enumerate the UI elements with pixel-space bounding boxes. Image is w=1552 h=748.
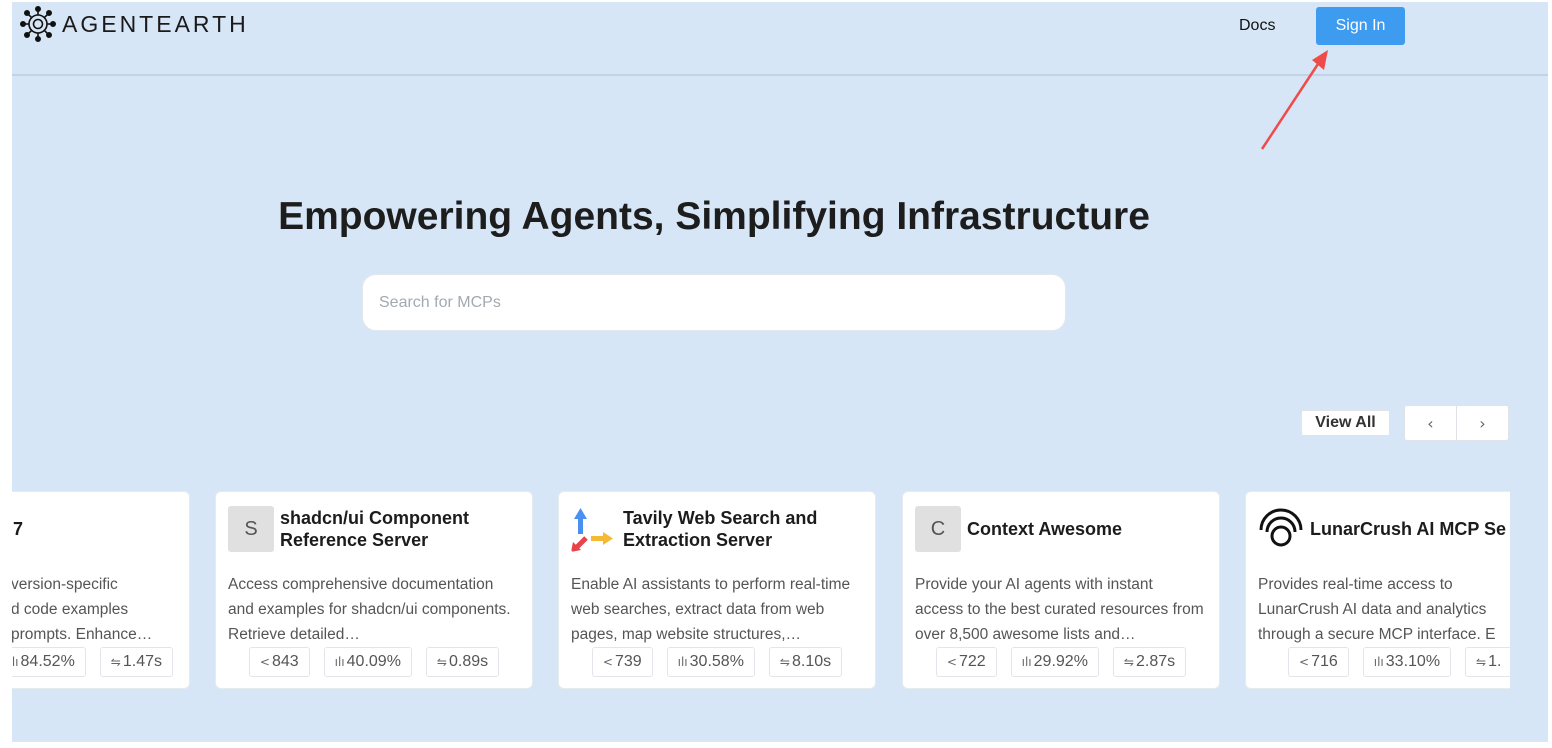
card-header: Tavily Web Search and Extraction Server — [571, 504, 865, 554]
share-icon: < — [946, 655, 957, 669]
stat-success: ılı84.52% — [12, 647, 86, 677]
card-description: Provide your AI agents with instant acce… — [915, 576, 1204, 643]
card-header: LunarCrush AI MCP Se — [1258, 504, 1510, 554]
mcp-card[interactable]: 7 version-specific d code examples promp… — [12, 491, 190, 689]
stat-success-value: 33.10% — [1385, 653, 1441, 670]
sign-in-button[interactable]: Sign In — [1316, 7, 1405, 45]
search-input[interactable] — [362, 274, 1066, 331]
stat-calls: <843 — [248, 647, 310, 677]
share-icon: < — [1299, 655, 1310, 669]
page: AGENTEARTH Docs Sign In Empowering Agent… — [12, 2, 1548, 742]
stat-latency: ⇋ 2.87s — [1112, 647, 1187, 677]
card-letter-icon: S — [228, 506, 274, 552]
mcp-card-carousel: 7 version-specific d code examples promp… — [12, 491, 1510, 691]
bar-chart-icon: ılı — [677, 655, 688, 669]
bar-chart-icon: ılı — [1373, 655, 1384, 669]
card-header: S shadcn/ui Component Reference Server — [228, 504, 522, 554]
card-stats: <843 ılı 40.09% ⇋ 0.89s — [216, 647, 532, 679]
view-all-button[interactable]: View All — [1301, 410, 1390, 436]
stat-latency-value: 8.10s — [791, 653, 832, 670]
stat-success-value: 29.92% — [1033, 653, 1088, 670]
stat-latency-value: 1. — [1488, 653, 1502, 670]
tavily-logo-icon — [571, 508, 613, 552]
mcp-card[interactable]: LunarCrush AI MCP Se Provides real-time … — [1245, 491, 1510, 689]
stat-success-value: 30.58% — [689, 653, 744, 670]
brand-name: AGENTEARTH — [62, 10, 249, 37]
stat-success: ılı 40.09% — [323, 647, 412, 677]
share-icon: < — [259, 655, 270, 669]
stat-latency: ⇋ 1. — [1465, 647, 1510, 677]
stat-latency: ⇋ 1.47s — [99, 647, 173, 677]
bar-chart-icon: ılı — [334, 655, 345, 669]
card-description: Enable AI assistants to perform real-tim… — [571, 576, 851, 643]
stat-calls: <716 — [1288, 647, 1349, 677]
card-title: LunarCrush AI MCP Se — [1310, 519, 1507, 539]
stat-calls-value: 739 — [614, 653, 642, 670]
header: AGENTEARTH Docs Sign In — [12, 2, 1548, 76]
card-description: version-specific d code examples prompts… — [12, 576, 153, 643]
stat-calls-value: 716 — [1311, 653, 1338, 670]
card-letter-icon: C — [915, 506, 961, 552]
prev-arrow-icon[interactable]: ‹ — [1405, 406, 1456, 440]
stat-calls-value: 843 — [271, 653, 299, 670]
stat-calls: <739 — [591, 647, 653, 677]
share-icon: < — [602, 655, 613, 669]
stat-success-value: 84.52% — [20, 653, 75, 670]
stat-latency: ⇋ 8.10s — [768, 647, 843, 677]
stat-success: ılı 30.58% — [666, 647, 755, 677]
carousel-pager: ‹ › — [1404, 405, 1509, 441]
card-header: 7 — [13, 504, 179, 554]
swap-icon: ⇋ — [779, 655, 790, 669]
stat-success: ılı 33.10% — [1362, 647, 1452, 677]
next-arrow-icon[interactable]: › — [1456, 406, 1508, 440]
card-stats: <716 ılı 33.10% ⇋ 1. — [1246, 647, 1510, 679]
stat-calls: <722 — [935, 647, 997, 677]
stat-success: ılı 29.92% — [1010, 647, 1099, 677]
lunarcrush-logo-icon — [1259, 508, 1303, 547]
stat-latency: ⇋ 0.89s — [425, 647, 500, 677]
card-title: shadcn/ui Component Reference Server — [280, 508, 469, 550]
card-title: 7 — [13, 519, 24, 539]
agentearth-logo-icon — [20, 6, 56, 42]
card-description: Provides real-time access to LunarCrush … — [1258, 576, 1496, 643]
card-stats: <739 ılı 30.58% ⇋ 8.10s — [559, 647, 875, 679]
swap-icon: ⇋ — [1123, 655, 1134, 669]
hero-title: Empowering Agents, Simplifying Infrastru… — [278, 195, 1150, 238]
card-title: Tavily Web Search and Extraction Server — [623, 508, 818, 550]
card-description: Access comprehensive documentation and e… — [228, 576, 511, 643]
card-header: C Context Awesome — [915, 504, 1209, 554]
swap-icon: ⇋ — [436, 655, 447, 669]
mcp-card[interactable]: Tavily Web Search and Extraction Server … — [558, 491, 876, 689]
stat-calls-value: 722 — [958, 653, 986, 670]
docs-link[interactable]: Docs — [1239, 17, 1276, 34]
stat-latency-value: 2.87s — [1135, 653, 1176, 670]
mcp-card[interactable]: S shadcn/ui Component Reference Server A… — [215, 491, 533, 689]
card-title: Context Awesome — [967, 519, 1123, 539]
annotation-arrow-icon — [1260, 50, 1328, 150]
swap-icon: ⇋ — [110, 655, 121, 669]
bar-chart-icon: ılı — [12, 655, 19, 669]
stat-latency-value: 0.89s — [448, 653, 489, 670]
card-stats: <722 ılı 29.92% ⇋ 2.87s — [903, 647, 1219, 679]
card-stats: ılı84.52% ⇋1.47s — [12, 647, 189, 679]
logo[interactable]: AGENTEARTH — [20, 6, 249, 42]
swap-icon: ⇋ — [1476, 655, 1487, 669]
stat-latency-value: 1.47s — [122, 653, 162, 670]
bar-chart-icon: ılı — [1021, 655, 1032, 669]
stat-success-value: 40.09% — [346, 653, 401, 670]
mcp-card[interactable]: C Context Awesome Provide your AI agents… — [902, 491, 1220, 689]
